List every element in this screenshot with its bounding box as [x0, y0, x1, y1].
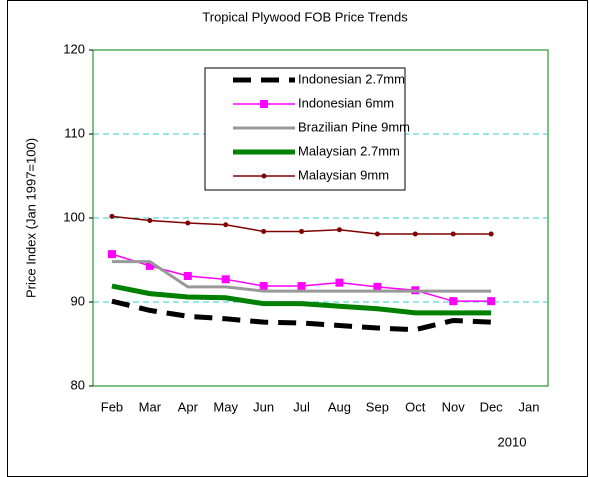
x-tick-label: May [213, 399, 238, 414]
marker [185, 220, 191, 226]
y-axis-label: Price Index (Jan 1997=100) [23, 138, 38, 298]
y-tick-label: 100 [63, 209, 85, 224]
marker [147, 218, 153, 224]
marker [261, 228, 267, 234]
x-tick-label: Oct [405, 399, 426, 414]
x-tick-label: Sep [366, 399, 389, 414]
marker [449, 297, 458, 306]
chart-title: Tropical Plywood FOB Price Trends [202, 9, 408, 24]
marker [450, 231, 456, 237]
x-tick-label: Aug [328, 399, 351, 414]
x-tick-label: Jan [519, 399, 540, 414]
y-tick-label: 90 [71, 293, 85, 308]
legend-label: Indonesian 6mm [298, 95, 394, 110]
x-tick-label: Jul [293, 399, 310, 414]
legend-label: Malaysian 2.7mm [298, 143, 400, 158]
x-tick-label: Jun [253, 399, 274, 414]
marker [221, 275, 230, 284]
marker [259, 282, 268, 291]
series-line [111, 260, 492, 293]
marker [107, 250, 116, 259]
legend-marker [261, 173, 267, 179]
x-tick-label: Mar [139, 399, 162, 414]
y-tick-label: 80 [71, 377, 85, 392]
marker [374, 231, 380, 237]
marker [487, 297, 496, 306]
x-tick-label: Nov [442, 399, 466, 414]
marker [488, 231, 494, 237]
series-line [111, 298, 492, 333]
legend-label: Malaysian 9mm [298, 167, 389, 182]
marker [336, 227, 342, 233]
legend-label: Brazilian Pine 9mm [298, 119, 410, 134]
marker [145, 261, 154, 270]
x-tick-label: Dec [480, 399, 504, 414]
y-tick-label: 110 [64, 125, 85, 140]
series-line [111, 283, 492, 316]
x-tick-label: Feb [101, 399, 123, 414]
marker [183, 271, 192, 280]
annotation: 2010 [498, 434, 527, 449]
y-tick-label: 120 [63, 41, 85, 56]
marker [299, 228, 305, 234]
marker [297, 282, 306, 291]
marker [109, 213, 115, 219]
legend-label: Indonesian 2.7mm [298, 71, 405, 86]
x-tick-label: Apr [178, 399, 199, 414]
marker [223, 222, 229, 228]
marker [373, 282, 382, 291]
marker [412, 231, 418, 237]
legend-marker [260, 100, 268, 108]
marker [335, 278, 344, 287]
